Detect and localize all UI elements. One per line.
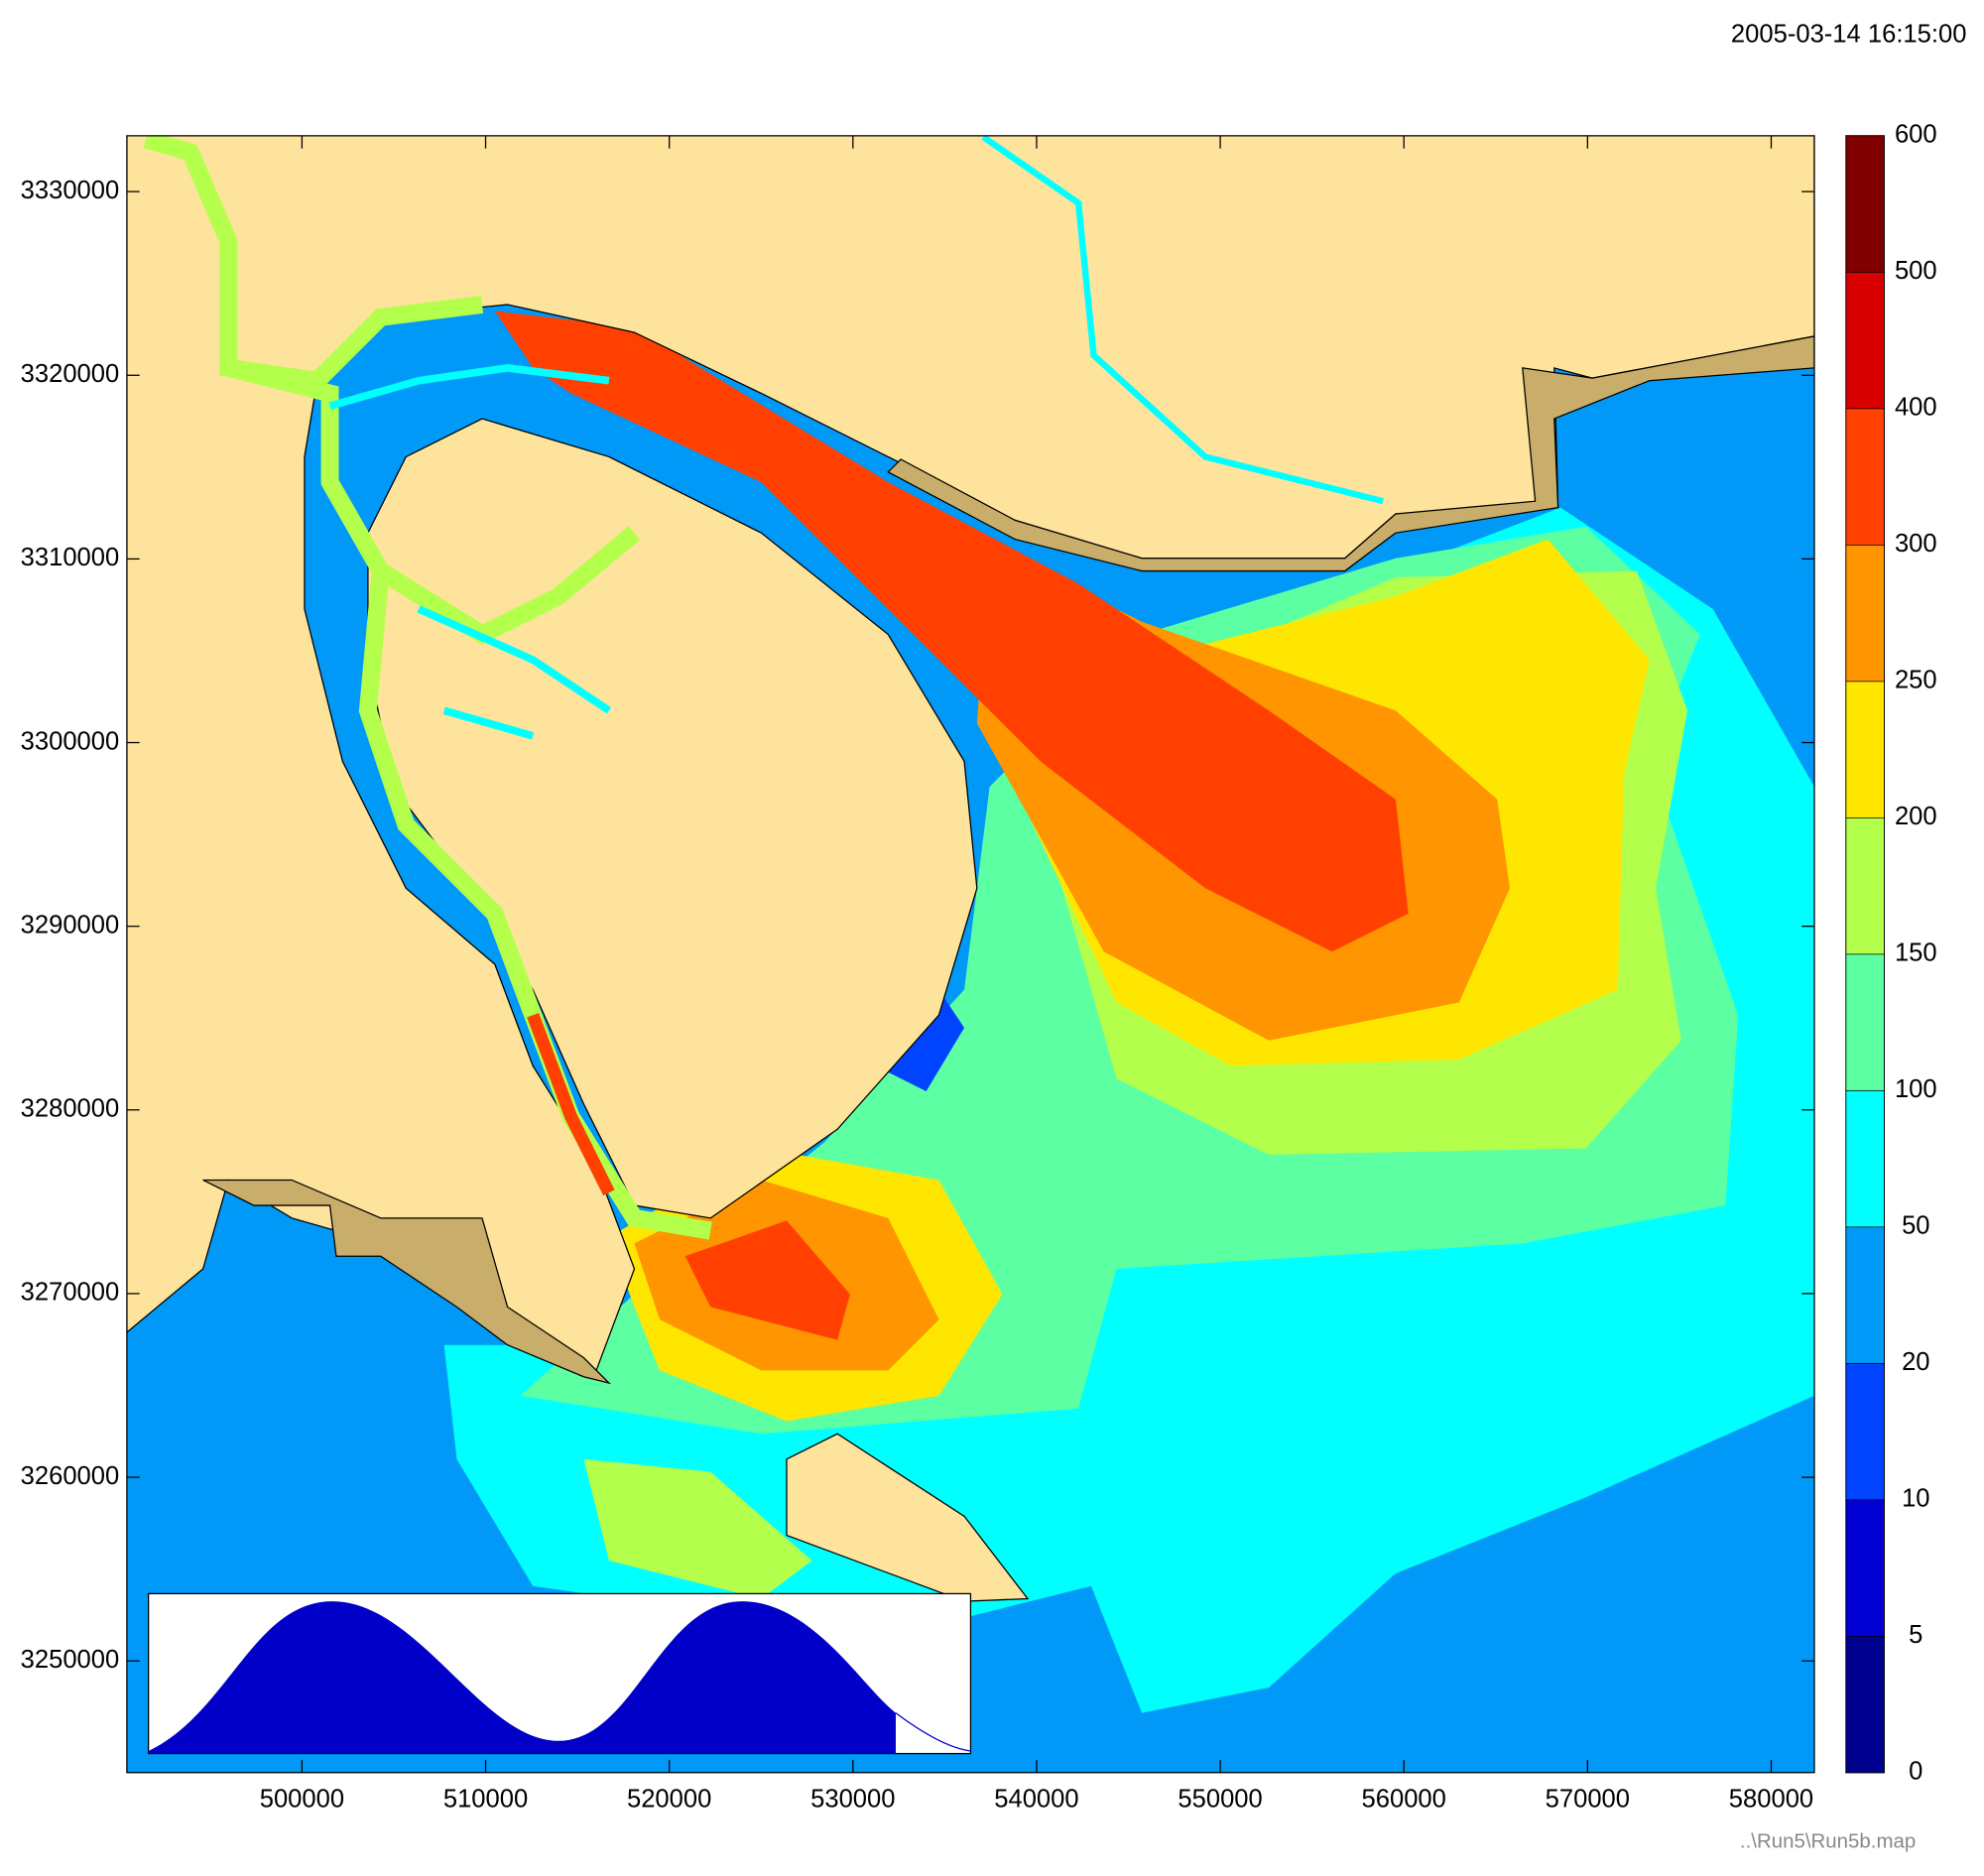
colorbar-label: 50	[1902, 1212, 1929, 1240]
tide-curve	[895, 1712, 971, 1752]
colorbar-label: 150	[1895, 939, 1937, 967]
river-channel	[981, 135, 1384, 505]
colorbar-label: 10	[1902, 1485, 1929, 1513]
colorbar-band	[1845, 135, 1885, 273]
x-tick-label: 500000	[260, 1786, 344, 1813]
x-tick-label: 530000	[810, 1786, 895, 1813]
y-tick-label: 3280000	[21, 1095, 120, 1123]
contour-zone	[875, 989, 965, 1091]
x-tick-label: 580000	[1729, 1786, 1813, 1813]
colorbar-label: 600	[1895, 121, 1937, 149]
colorbar-label: 0	[1909, 1758, 1922, 1786]
colorbar-label: 250	[1895, 667, 1937, 694]
colorbar-band	[1845, 272, 1885, 410]
x-tick-label: 510000	[443, 1786, 528, 1813]
colorbar-band	[1845, 1089, 1885, 1228]
y-tick-label: 3270000	[21, 1279, 120, 1307]
file-path: ..\Run5\Run5b.map	[1740, 1830, 1916, 1853]
colorbar-label: 20	[1902, 1348, 1929, 1376]
y-tick-label: 3260000	[21, 1462, 120, 1490]
figure: 2005-03-14 16:15:00 ..\Run5\Run5b.map 50…	[21, 21, 1967, 1853]
colorbar-label: 5	[1909, 1621, 1922, 1649]
x-tick-label: 520000	[627, 1786, 711, 1813]
colorbar-band	[1845, 1362, 1885, 1501]
colorbar-band	[1845, 1635, 1885, 1774]
colorbar-label: 300	[1895, 530, 1937, 558]
colorbar-label: 500	[1895, 257, 1937, 285]
map-area	[126, 135, 1814, 1773]
colorbar-label: 200	[1895, 803, 1937, 830]
x-tick-label: 540000	[994, 1786, 1078, 1813]
shoreline	[202, 1179, 612, 1385]
y-tick-label: 3310000	[21, 544, 120, 571]
x-tick-label: 570000	[1546, 1786, 1630, 1813]
river-channel	[527, 1012, 615, 1196]
colorbar-label: 400	[1895, 394, 1937, 422]
y-tick-label: 3250000	[21, 1646, 120, 1674]
x-tick-label: 560000	[1362, 1786, 1446, 1813]
y-tick-label: 3300000	[21, 727, 120, 755]
y-tick-label: 3330000	[21, 177, 120, 204]
colorbar-label: 100	[1895, 1075, 1937, 1103]
colorbar-band	[1845, 953, 1885, 1091]
colorbar-band	[1845, 816, 1885, 955]
y-tick-label: 3290000	[21, 911, 120, 938]
tide-inset	[148, 1592, 972, 1755]
colorbar-band	[1845, 408, 1885, 546]
land	[786, 1433, 1030, 1602]
y-tick-label: 3320000	[21, 360, 120, 388]
colorbar-band	[1845, 545, 1885, 683]
plot-frame	[126, 135, 1815, 1774]
colorbar-band	[1845, 681, 1885, 818]
contour-zone	[494, 311, 1409, 952]
tide-curve	[148, 1601, 896, 1754]
contour-zone	[684, 1220, 850, 1340]
colorbar-band	[1845, 1226, 1885, 1364]
contour-zone	[583, 1458, 812, 1599]
colorbar-band	[1845, 1499, 1885, 1637]
shoreline	[887, 335, 1814, 572]
x-tick-label: 550000	[1178, 1786, 1262, 1813]
river-channel	[328, 364, 612, 740]
timestamp: 2005-03-14 16:15:00	[1731, 21, 1967, 49]
river-channel	[143, 135, 712, 1240]
